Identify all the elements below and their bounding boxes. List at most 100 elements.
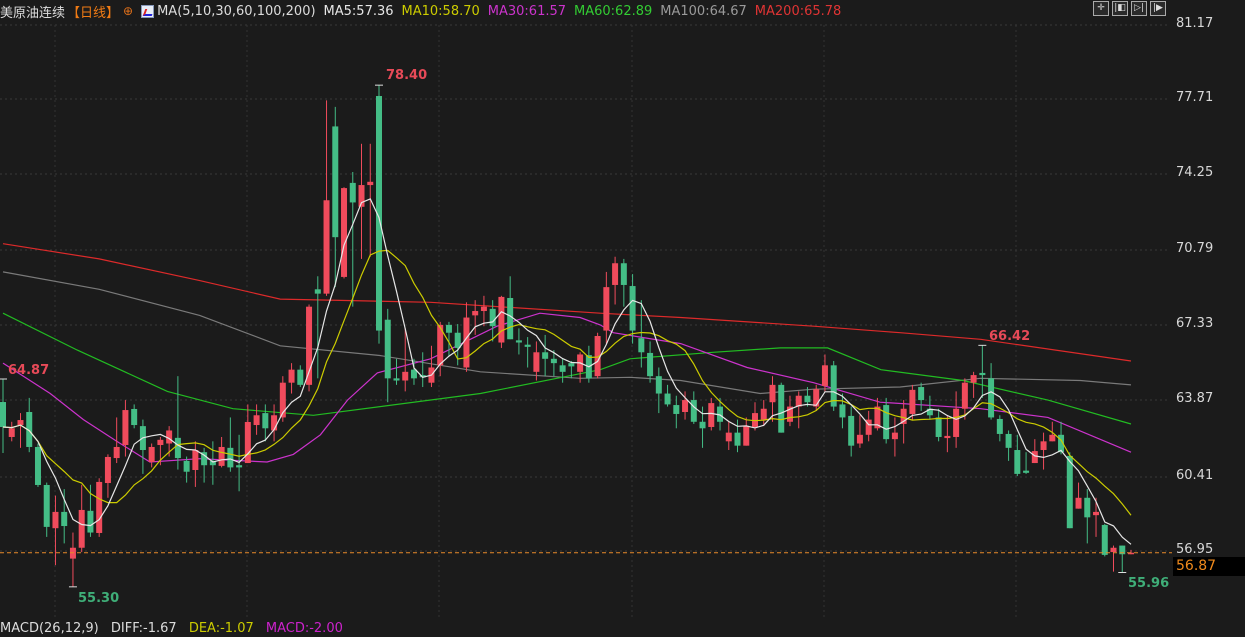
candle-up (192, 450, 199, 470)
ma100-line (2, 271, 1132, 395)
candle-down (1119, 545, 1126, 555)
candle-down (314, 289, 321, 294)
candle-down (34, 446, 41, 485)
price-tick: 81.17 (1176, 16, 1214, 31)
move-right-icon[interactable]: |▶ (1150, 1, 1166, 16)
candle-up (1075, 497, 1082, 509)
candle-up (900, 408, 907, 424)
candle-down (376, 96, 382, 331)
period-selector[interactable]: 【日线】 (67, 5, 120, 21)
candle-up (856, 434, 863, 444)
current-price-label: 56.87 (1173, 557, 1245, 576)
indicator-chart-icon[interactable] (141, 4, 155, 18)
ma10-line (2, 249, 1132, 516)
candle-up (821, 365, 828, 386)
candle-up (157, 439, 164, 446)
candle-up (603, 287, 610, 331)
candle-up (612, 263, 619, 285)
candle-up (970, 375, 977, 383)
candle-down (935, 417, 942, 437)
price-tick: 63.87 (1176, 391, 1214, 406)
circle-plus-icon[interactable]: ⊕ (123, 4, 134, 18)
ma5-line (2, 198, 1132, 545)
chart-header: 美原油连续 【日线】 ⊕ MA(5,10,30,60,100,200) MA5:… (0, 2, 849, 21)
macd-params[interactable]: MACD(26,12,9) (0, 621, 99, 636)
candle-down (699, 421, 706, 429)
macd-legend: MACD(26,12,9) DIFF:-1.67 DEA:-1.07 MACD:… (0, 621, 351, 636)
candle-down (183, 460, 190, 472)
ma5-value: MA5:57.36 (323, 3, 394, 19)
candle-down (559, 365, 566, 372)
candle-down (227, 447, 234, 468)
candle-down (236, 465, 243, 468)
candle-down (201, 452, 208, 466)
candle-down (550, 358, 557, 364)
candle-up (743, 426, 750, 446)
candle-up (244, 421, 251, 464)
candle-up (148, 446, 155, 462)
candle-up (1031, 451, 1038, 464)
candle-down (734, 432, 741, 446)
candle-down (26, 412, 33, 447)
candle-down (43, 484, 50, 527)
candle-down (664, 393, 671, 405)
candle-up (795, 395, 802, 407)
candle-up (253, 415, 260, 426)
candle-down (717, 406, 724, 422)
candle-up (533, 352, 540, 372)
candle-up (1110, 547, 1117, 553)
left-high-annotation: 64.87 (8, 363, 50, 378)
candle-down (996, 418, 1003, 434)
candle-down (1023, 470, 1030, 473)
candle-up (944, 435, 951, 439)
price-tick: 74.25 (1176, 165, 1214, 180)
candle-down (454, 332, 461, 348)
candle-down (332, 126, 339, 238)
candle-down (1014, 450, 1021, 474)
macd-dea: DEA:-1.07 (188, 621, 254, 636)
candle-down (61, 511, 68, 527)
candle-down (349, 182, 356, 203)
candle-down (515, 340, 522, 343)
candle-up (682, 400, 689, 413)
ma30-line (2, 312, 1132, 463)
ma200-value: MA200:65.78 (754, 3, 842, 19)
candle-down (830, 365, 837, 407)
ma-params[interactable]: MA(5,10,30,60,100,200) (157, 3, 316, 19)
price-tick: 70.79 (1176, 241, 1214, 256)
ma60-value: MA60:62.89 (574, 3, 653, 19)
candle-down (848, 415, 855, 446)
candle-down (209, 460, 216, 466)
candle-down (568, 363, 575, 367)
candle-down (988, 378, 995, 418)
candle-down (1066, 455, 1073, 529)
candle-down (384, 319, 391, 379)
candle-down (262, 413, 269, 429)
candle-down (1005, 433, 1012, 448)
candle-up (402, 371, 409, 381)
candle-up (17, 420, 24, 426)
play-step-icon[interactable]: ▷| (1131, 1, 1147, 16)
candle-up (769, 384, 776, 403)
candle-up (323, 200, 330, 294)
candle-up (341, 188, 348, 277)
candle-up (279, 382, 286, 418)
candle-up (472, 311, 479, 316)
candle-up (122, 410, 129, 446)
crosshair-icon[interactable]: ✛ (1093, 1, 1109, 16)
candle-down (839, 404, 846, 418)
candle-up (1093, 511, 1100, 516)
candle-down (507, 297, 514, 340)
candle-down (393, 378, 400, 381)
candle-down (489, 308, 496, 327)
chart-toolbar: ✛ |◧ ▷| |▶ (1093, 1, 1166, 16)
candle-up (437, 324, 444, 366)
candle-down (647, 352, 654, 377)
candle-down (1084, 497, 1091, 518)
candle-up (480, 306, 487, 312)
zoom-range-icon[interactable]: |◧ (1112, 1, 1128, 16)
recent-high-annotation: 66.42 (989, 329, 1031, 344)
macd-diff: DIFF:-1.67 (110, 621, 177, 636)
candle-down (979, 372, 986, 376)
